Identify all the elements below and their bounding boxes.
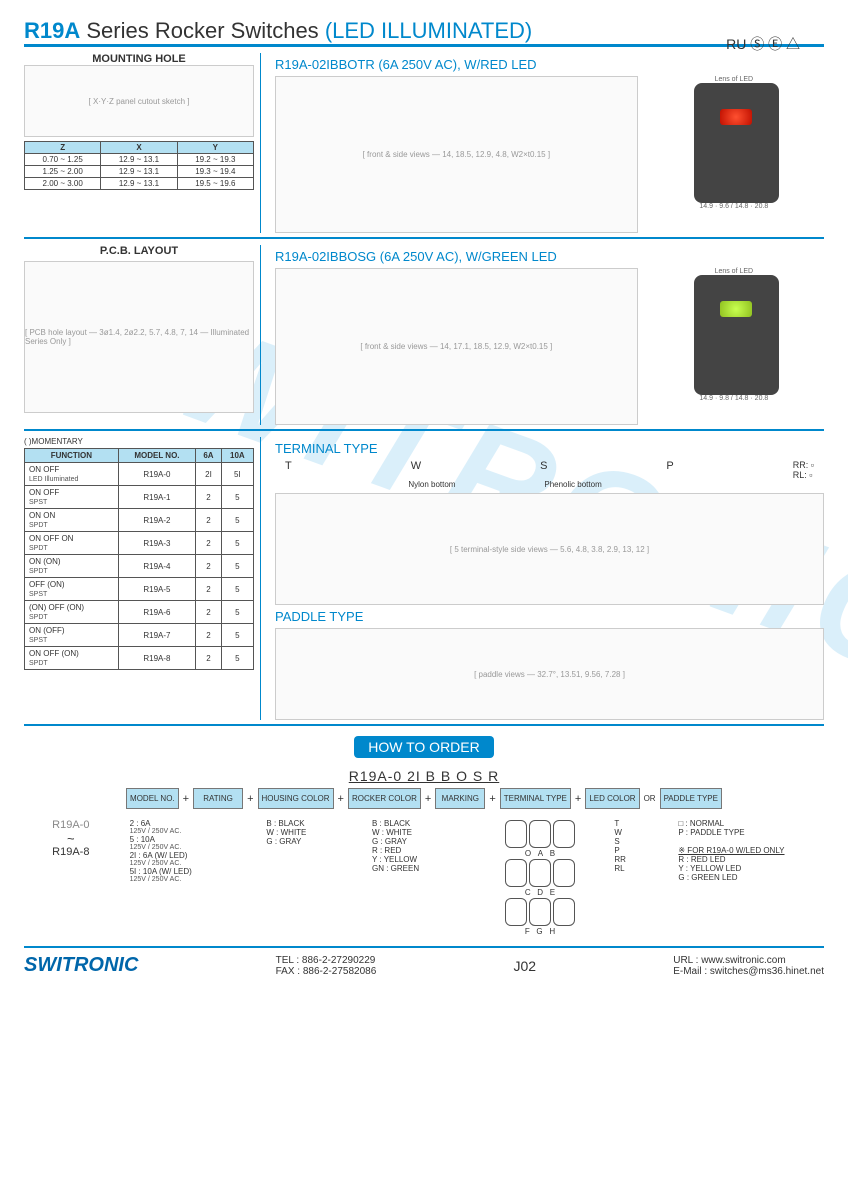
function-table: FUNCTIONMODEL NO.6A10A ON OFFLED Illumin… <box>24 448 254 670</box>
mounting-diagram: [ X·Y·Z panel cutout sketch ] <box>24 65 254 137</box>
product1-heading: R19A-02IBBOTR (6A 250V AC), W/RED LED <box>275 57 824 72</box>
paddle-diagram: [ paddle views — 32.7°, 13.51, 9.56, 7.2… <box>275 628 824 720</box>
order-boxes: MODEL NO.+ RATING+ HOUSING COLOR+ ROCKER… <box>24 788 824 809</box>
order-model: R19A-0 ~ R19A-8 <box>24 819 118 936</box>
mounting-heading: MOUNTING HOLE <box>24 53 254 65</box>
product2-lens-label: Lens of LED <box>644 268 824 275</box>
title-main: Series Rocker Switches <box>86 18 318 43</box>
product2-photo <box>694 275 779 395</box>
product2-heading: R19A-02IBBOSG (6A 250V AC), W/GREEN LED <box>275 249 824 264</box>
title-sub: (LED ILLUMINATED) <box>325 18 532 43</box>
footer-logo: SWITRONIC <box>24 954 138 977</box>
order-terminal: TWS PRRRL <box>614 819 666 936</box>
order-rating: 2 : 6A 125V / 250V AC. 5 : 10A 125V / 25… <box>130 819 255 936</box>
cert-logos: RU Ⓢ Ⓔ △ <box>726 34 800 54</box>
product1-lens-label: Lens of LED <box>644 76 824 83</box>
order-housing: B : BLACKW : WHITEG : GRAY <box>266 819 360 936</box>
pcb-diagram: [ PCB hole layout — 3ø1.4, 2ø2.2, 5.7, 4… <box>24 261 254 413</box>
page-title: R19A Series Rocker Switches (LED ILLUMIN… <box>24 18 824 47</box>
terminal-labels: TWSP RR: ▫RL: ▫ <box>275 460 824 480</box>
footer: SWITRONIC TEL : 886-2-27290229FAX : 886-… <box>24 946 824 977</box>
footer-page: J02 <box>513 958 536 974</box>
product1-drawing: [ front & side views — 14, 18.5, 12.9, 4… <box>275 76 638 233</box>
product2-drawing: [ front & side views — 14, 17.1, 18.5, 1… <box>275 268 638 425</box>
mounting-table: ZXY 0.70 ~ 1.2512.9 ~ 13.119.2 ~ 19.3 1.… <box>24 141 254 190</box>
order-marking: O A B C D E F G H <box>478 819 603 936</box>
order-title: HOW TO ORDER <box>354 736 494 758</box>
footer-web: URL : www.switronic.comE-Mail : switches… <box>673 955 824 977</box>
order-example: R19A-0 2I B B O S R <box>24 768 824 784</box>
order-detail: R19A-0 ~ R19A-8 2 : 6A 125V / 250V AC. 5… <box>24 819 824 936</box>
product1-photo <box>694 83 779 203</box>
terminal-diagram: [ 5 terminal‑style side views — 5.6, 4.8… <box>275 493 824 605</box>
footer-phone: TEL : 886-2-27290229FAX : 886-2-27582086 <box>276 955 377 977</box>
momentary-note: ( )MOMENTARY <box>24 437 254 446</box>
order-ledpaddle: □ : NORMAL P : PADDLE TYPE ※ FOR R19A-0 … <box>678 819 824 936</box>
paddle-heading: PADDLE TYPE <box>275 609 824 624</box>
order-rocker: B : BLACKW : WHITEG : GRAY R : REDY : YE… <box>372 819 466 936</box>
terminal-heading: TERMINAL TYPE <box>275 441 824 456</box>
title-code: R19A <box>24 18 80 43</box>
pcb-heading: P.C.B. LAYOUT <box>24 245 254 257</box>
